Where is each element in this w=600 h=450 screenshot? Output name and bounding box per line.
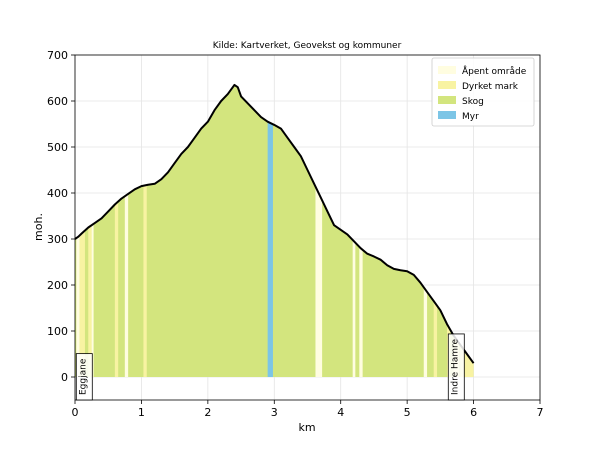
land-cover-segment bbox=[114, 201, 119, 377]
legend-label: Skog bbox=[462, 97, 484, 107]
land-cover-segment bbox=[423, 287, 428, 377]
legend-label: Myr bbox=[462, 112, 479, 122]
land-cover-segment bbox=[315, 186, 323, 377]
place-annotation-box bbox=[75, 353, 93, 401]
land-cover-segment bbox=[143, 184, 147, 377]
place-annotations: Eggjane Indre Hamre bbox=[75, 333, 465, 401]
legend-swatch bbox=[438, 96, 456, 104]
place-annotation-label: Eggjane bbox=[78, 358, 88, 395]
x-tick-label: 6 bbox=[470, 406, 477, 419]
axis-ticks: 0 1 2 3 4 5 6 7 0 100 200 300 400 500 600 700 bbox=[47, 49, 544, 419]
legend-swatch bbox=[438, 66, 456, 74]
x-axis-label: km bbox=[298, 421, 315, 434]
land-cover-segments bbox=[75, 84, 474, 378]
plot-area-frame bbox=[74, 54, 541, 401]
x-tick-label: 0 bbox=[72, 406, 79, 419]
x-tick-label: 3 bbox=[271, 406, 278, 419]
y-tick-label: 700 bbox=[47, 49, 68, 62]
legend-label: Åpent område bbox=[462, 65, 527, 77]
land-cover-segment bbox=[352, 239, 356, 377]
legend-box bbox=[431, 57, 535, 127]
y-tick-label: 600 bbox=[47, 95, 68, 108]
x-tick-label: 4 bbox=[337, 406, 344, 419]
x-tick-label: 1 bbox=[138, 406, 145, 419]
land-cover-segment bbox=[359, 246, 363, 377]
x-tick-label: 5 bbox=[404, 406, 411, 419]
elevation-profile-line bbox=[74, 83, 475, 364]
x-tick-label: 2 bbox=[204, 406, 211, 419]
legend-swatch bbox=[438, 81, 456, 89]
land-cover-segment bbox=[91, 223, 94, 377]
place-annotation-label: Indre Hamre bbox=[450, 338, 460, 395]
y-tick-label: 200 bbox=[47, 279, 68, 292]
y-tick-label: 0 bbox=[61, 371, 68, 384]
land-cover-segment bbox=[79, 230, 85, 377]
chart-title: Kilde: Kartverket, Geovekst og kommuner bbox=[213, 41, 402, 51]
place-annotation-box bbox=[447, 333, 465, 401]
place-annotation: Eggjane bbox=[75, 353, 93, 401]
y-tick-label: 500 bbox=[47, 141, 68, 154]
land-cover-segment bbox=[267, 121, 273, 377]
forest-area bbox=[75, 84, 474, 378]
land-cover-segment bbox=[76, 235, 80, 377]
land-cover-segment bbox=[88, 225, 92, 377]
land-cover-segment bbox=[124, 193, 129, 377]
y-tick-label: 400 bbox=[47, 187, 68, 200]
legend-swatch bbox=[438, 111, 456, 119]
place-annotation: Indre Hamre bbox=[447, 333, 465, 401]
land-cover-segment bbox=[433, 301, 438, 377]
legend-label: Dyrket mark bbox=[462, 82, 519, 92]
y-tick-label: 100 bbox=[47, 325, 68, 338]
x-tick-label: 7 bbox=[537, 406, 544, 419]
y-tick-label: 300 bbox=[47, 233, 68, 246]
y-axis-label: moh. bbox=[32, 213, 45, 241]
chart-legend: Åpent område Dyrket mark Skog Myr bbox=[431, 57, 535, 127]
